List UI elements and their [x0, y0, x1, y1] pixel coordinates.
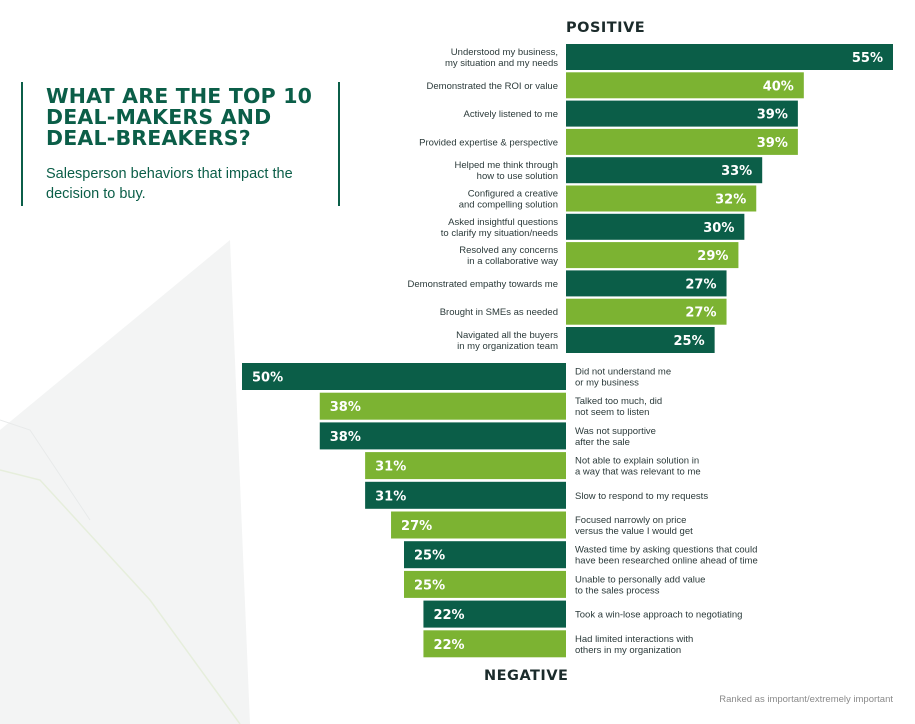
positive-bar	[566, 213, 745, 240]
positive-section-label: POSITIVE	[566, 20, 646, 36]
positive-value-label: 29%	[697, 249, 728, 264]
negative-bar	[404, 541, 566, 569]
positive-value-label: 40%	[763, 79, 794, 94]
positive-bar	[566, 72, 804, 99]
positive-value-label: 39%	[757, 108, 788, 123]
negative-value-label: 31%	[375, 489, 406, 504]
negative-category-label: Talked too much, did not seem to listen	[575, 396, 662, 418]
positive-value-label: 27%	[685, 306, 716, 321]
chart-subtitle: Salesperson behaviors that impact the de…	[46, 166, 293, 202]
negative-bar	[365, 452, 566, 480]
positive-category-label: Resolved any concerns in a collaborative …	[459, 245, 558, 267]
positive-bar	[566, 298, 727, 325]
negative-category-label: Did not understand me or my business	[575, 367, 671, 389]
negative-bar	[319, 422, 566, 450]
positive-category-label: Helped me think through how to use soluti…	[454, 160, 558, 182]
negative-bar	[423, 600, 566, 628]
negative-bar	[391, 511, 566, 539]
footnote: Ranked as important/extremely important	[719, 694, 893, 705]
negative-category-label: Focused narrowly on price versus the valu…	[575, 515, 693, 537]
positive-bar	[566, 44, 893, 70]
negative-category-label: Had limited interactions with others in m…	[575, 634, 693, 656]
positive-category-label: Asked insightful questions to clarify my …	[441, 217, 558, 239]
positive-value-label: 32%	[715, 193, 746, 208]
positive-category-label: Configured a creative and compelling solu…	[459, 189, 558, 211]
negative-value-label: 31%	[375, 460, 406, 475]
positive-category-label: Understood my business, my situation and …	[445, 47, 558, 69]
negative-value-label: 38%	[330, 430, 361, 445]
negative-category-label: Wasted time by asking questions that cou…	[575, 545, 758, 567]
positive-value-label: 55%	[852, 51, 883, 66]
positive-value-label: 30%	[703, 221, 734, 236]
positive-bar	[566, 157, 763, 184]
negative-category-label: Not able to explain solution in a way tha…	[575, 456, 701, 478]
negative-value-label: 22%	[433, 608, 464, 623]
positive-value-label: 39%	[757, 136, 788, 151]
positive-category-label: Demonstrated the ROI or value	[427, 81, 558, 92]
positive-category-label: Actively listened to me	[463, 109, 558, 120]
positive-bar	[566, 270, 727, 297]
negative-value-label: 25%	[414, 549, 445, 564]
positive-category-label: Provided expertise & perspective	[419, 137, 558, 148]
positive-value-label: 27%	[685, 277, 716, 292]
title-block: WHAT ARE THE TOP 10 DEAL-MAKERS AND DEAL…	[21, 82, 340, 206]
negative-bar	[365, 481, 566, 509]
negative-value-label: 22%	[433, 638, 464, 653]
negative-category-label: Was not supportive after the sale	[575, 426, 656, 448]
positive-category-label: Demonstrated empathy towards me	[408, 279, 558, 290]
positive-category-label: Navigated all the buyers in my organizati…	[456, 330, 558, 352]
positive-bar	[566, 100, 798, 127]
negative-value-label: 25%	[414, 578, 445, 593]
positive-value-label: 25%	[674, 334, 705, 349]
negative-value-label: 27%	[401, 519, 432, 534]
positive-bar	[566, 242, 739, 269]
negative-bar	[423, 630, 566, 658]
negative-category-label: Unable to personally add value to the sal…	[575, 574, 705, 596]
negative-bar	[404, 570, 566, 598]
positive-value-label: 33%	[721, 164, 752, 179]
negative-category-label: Slow to respond to my requests	[575, 491, 708, 502]
positive-category-label: Brought in SMEs as needed	[440, 307, 558, 318]
negative-value-label: 50%	[252, 371, 283, 386]
negative-category-label: Took a win-lose approach to negotiating	[575, 610, 742, 621]
negative-value-label: 38%	[330, 400, 361, 415]
negative-bar	[242, 363, 566, 390]
positive-bar	[566, 327, 715, 353]
positive-bar	[566, 185, 757, 212]
chart-title: WHAT ARE THE TOP 10 DEAL-MAKERS AND DEAL…	[46, 84, 313, 150]
positive-bar	[566, 128, 798, 155]
negative-section-label: NEGATIVE	[484, 668, 569, 684]
negative-bar	[319, 392, 566, 420]
